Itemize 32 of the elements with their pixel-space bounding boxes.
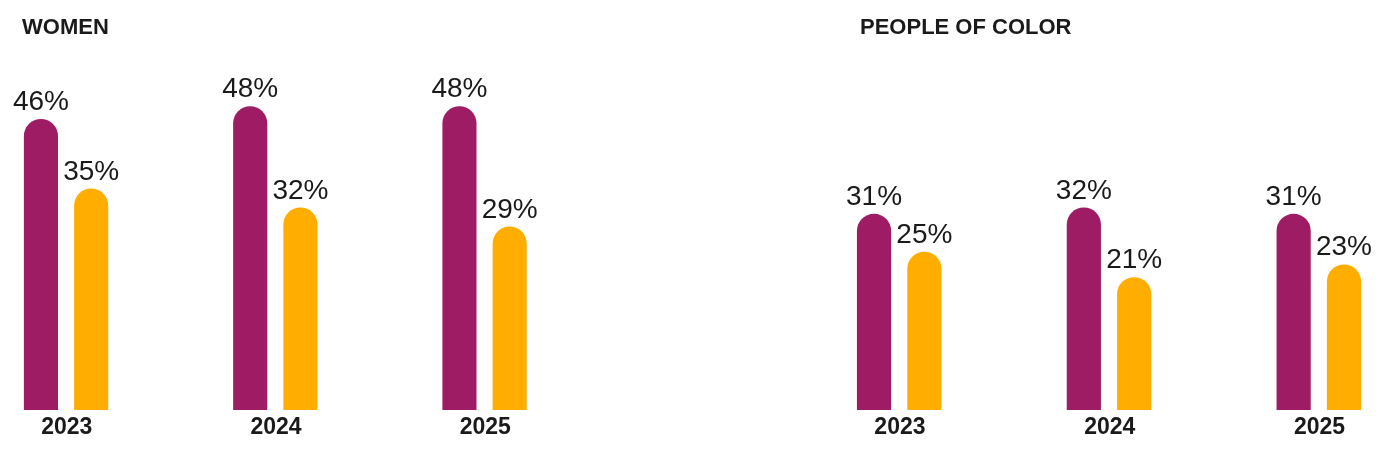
bar [74,188,109,410]
bar [1066,207,1101,410]
x-tick-label: 2024 [250,413,302,439]
chart-title: PEOPLE OF COLOR [860,14,1072,39]
data-label: 46% [12,84,69,116]
bar [492,226,527,410]
data-label: 32% [1055,173,1112,205]
data-label: 35% [63,154,120,186]
x-tick-label: 2023 [41,413,93,439]
bar [23,118,58,410]
bar [233,106,268,410]
bar [1276,213,1311,410]
bar [1326,264,1362,410]
bar [442,106,477,410]
data-label: 23% [1315,230,1373,262]
bar [283,207,318,410]
bar [1117,277,1152,410]
bar [907,251,942,410]
data-label: 48% [431,72,488,104]
data-label: 29% [481,192,538,224]
x-tick-label: 2024 [1084,413,1136,439]
x-tick-label: 2025 [459,413,512,439]
data-label: 31% [1265,179,1322,211]
data-label: 31% [846,179,903,211]
chart-title: WOMEN [22,14,109,39]
x-tick-label: 2025 [1293,413,1346,439]
data-label: 32% [272,173,329,205]
data-label: 48% [222,72,279,104]
data-label: 25% [896,217,953,249]
x-tick-label: 2023 [874,413,926,439]
bar [856,213,892,410]
data-label: 21% [1106,243,1163,275]
